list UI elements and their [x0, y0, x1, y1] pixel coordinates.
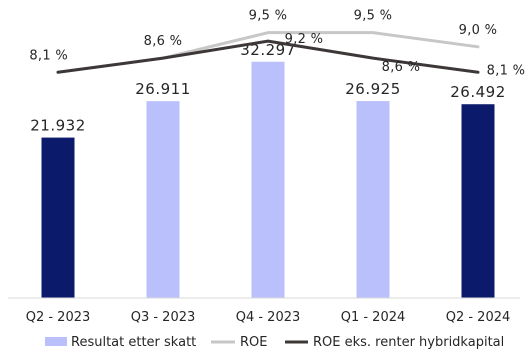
bar-3 [251, 61, 285, 299]
legend-label-roe: ROE [240, 335, 267, 350]
roe-label-5: 9,0 % [459, 23, 498, 38]
x-tick-label-3: Q4 - 2023 [236, 310, 301, 325]
legend-label-roe-ex-hybrid: ROE eks. renter hybridkapital [313, 335, 504, 350]
roe-label-1: 8,1 % [29, 48, 68, 63]
bar-value-label-2: 26.911 [135, 80, 191, 98]
bar-2 [146, 101, 180, 299]
bars-layer [41, 61, 495, 299]
bar-1 [41, 137, 75, 298]
roe-label-4: 9,5 % [354, 9, 393, 24]
x-tick-label-1: Q2 - 2023 [26, 310, 91, 325]
line-labels-layer: 8,1 % 8,6 % 9,5 % 9,5 % 9,0 % 9,2 % 8,6 % 8,1 % [29, 9, 525, 79]
bar-value-label-4: 26.925 [345, 80, 401, 98]
x-axis-ticks: Q2 - 2023 Q3 - 2023 Q4 - 2023 Q1 - 2024 Q2 -… [26, 310, 511, 325]
bar-4 [356, 101, 390, 298]
roe-label-3: 9,5 % [249, 9, 288, 24]
roe-label-2: 8,6 % [144, 34, 183, 49]
legend-swatch-bars [45, 337, 67, 346]
bar-value-label-1: 21.932 [30, 117, 86, 135]
roe-ex-hybrid-label-5: 8,1 % [487, 63, 525, 78]
legend-label-bars: Resultat etter skatt [71, 335, 196, 350]
bar-value-label-3: 32.297 [240, 41, 296, 59]
legend: Resultat etter skatt ROE ROE eks. renter h… [45, 335, 504, 350]
bar-labels-layer: 21.932 26.911 32.297 26.925 26.492 [30, 41, 506, 135]
roe-ex-hybrid-label-4: 8,6 % [382, 60, 421, 75]
x-tick-label-5: Q2 - 2024 [446, 310, 511, 325]
bar-5 [461, 104, 495, 298]
roe-ex-hybrid-line [56, 39, 480, 74]
lines-layer [56, 31, 480, 74]
bar-value-label-5: 26.492 [450, 83, 506, 101]
x-tick-label-4: Q1 - 2024 [341, 310, 406, 325]
roe-ex-hybrid-label-3: 9,2 % [285, 32, 324, 47]
x-tick-label-2: Q3 - 2023 [131, 310, 196, 325]
